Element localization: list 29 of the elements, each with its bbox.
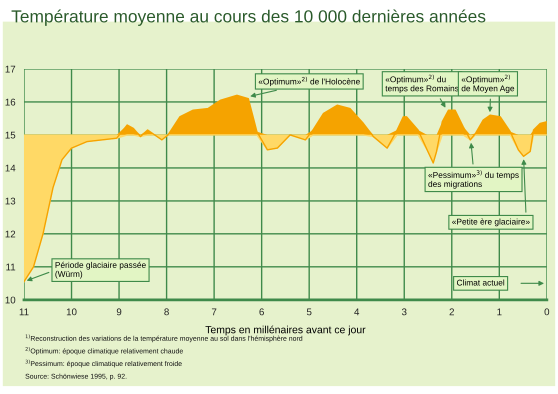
y-tick-label: 13 xyxy=(6,198,16,204)
x-tick-label: 3 xyxy=(402,308,407,316)
x-axis-title: Temps en millénaires avant ce jour xyxy=(205,326,366,336)
x-tick-label: 7 xyxy=(212,308,216,316)
x-tick-label: 11 xyxy=(20,308,29,316)
y-tick-label: 11 xyxy=(6,264,16,270)
annotation: «Optimum»$^{2)}$ de l'Holocène xyxy=(258,76,360,86)
x-tick-label: 0 xyxy=(544,308,550,316)
y-tick-label: 16 xyxy=(6,98,16,106)
annotation: «Optimum»$^{2)}$ du temps des Romains xyxy=(385,74,459,93)
y-tick-label: 17 xyxy=(6,66,16,72)
x-tick-label: 6 xyxy=(259,308,264,316)
x-tick-label: 4 xyxy=(354,308,360,316)
annotation: «Optimum»$^{2)}$ de Moyen Age xyxy=(462,74,514,93)
y-tick-label: 14 xyxy=(6,164,16,172)
annotation: Période glaciaire passée (Würm) xyxy=(55,262,146,279)
y-tick-label: 15 xyxy=(6,132,16,139)
y-tick-label: 10 xyxy=(6,296,16,304)
x-tick-label: 9 xyxy=(116,308,122,316)
x-tick-label: 1 xyxy=(497,308,502,316)
x-tick-label: 2 xyxy=(450,308,454,316)
annotation: Climat actuel xyxy=(456,279,504,286)
annotation: «Pessimum»$^{3)}$ du temps des migrations xyxy=(428,170,519,189)
x-tick-label: 10 xyxy=(66,308,77,316)
x-tick-label: 5 xyxy=(306,308,312,316)
annotation: «Petite ère glaciaire» xyxy=(452,218,530,226)
chart-title: Température moyenne au cours des 10 000 dernières années xyxy=(12,10,486,26)
x-tick-label: 8 xyxy=(164,308,169,316)
y-tick-label: 12 xyxy=(6,230,16,238)
